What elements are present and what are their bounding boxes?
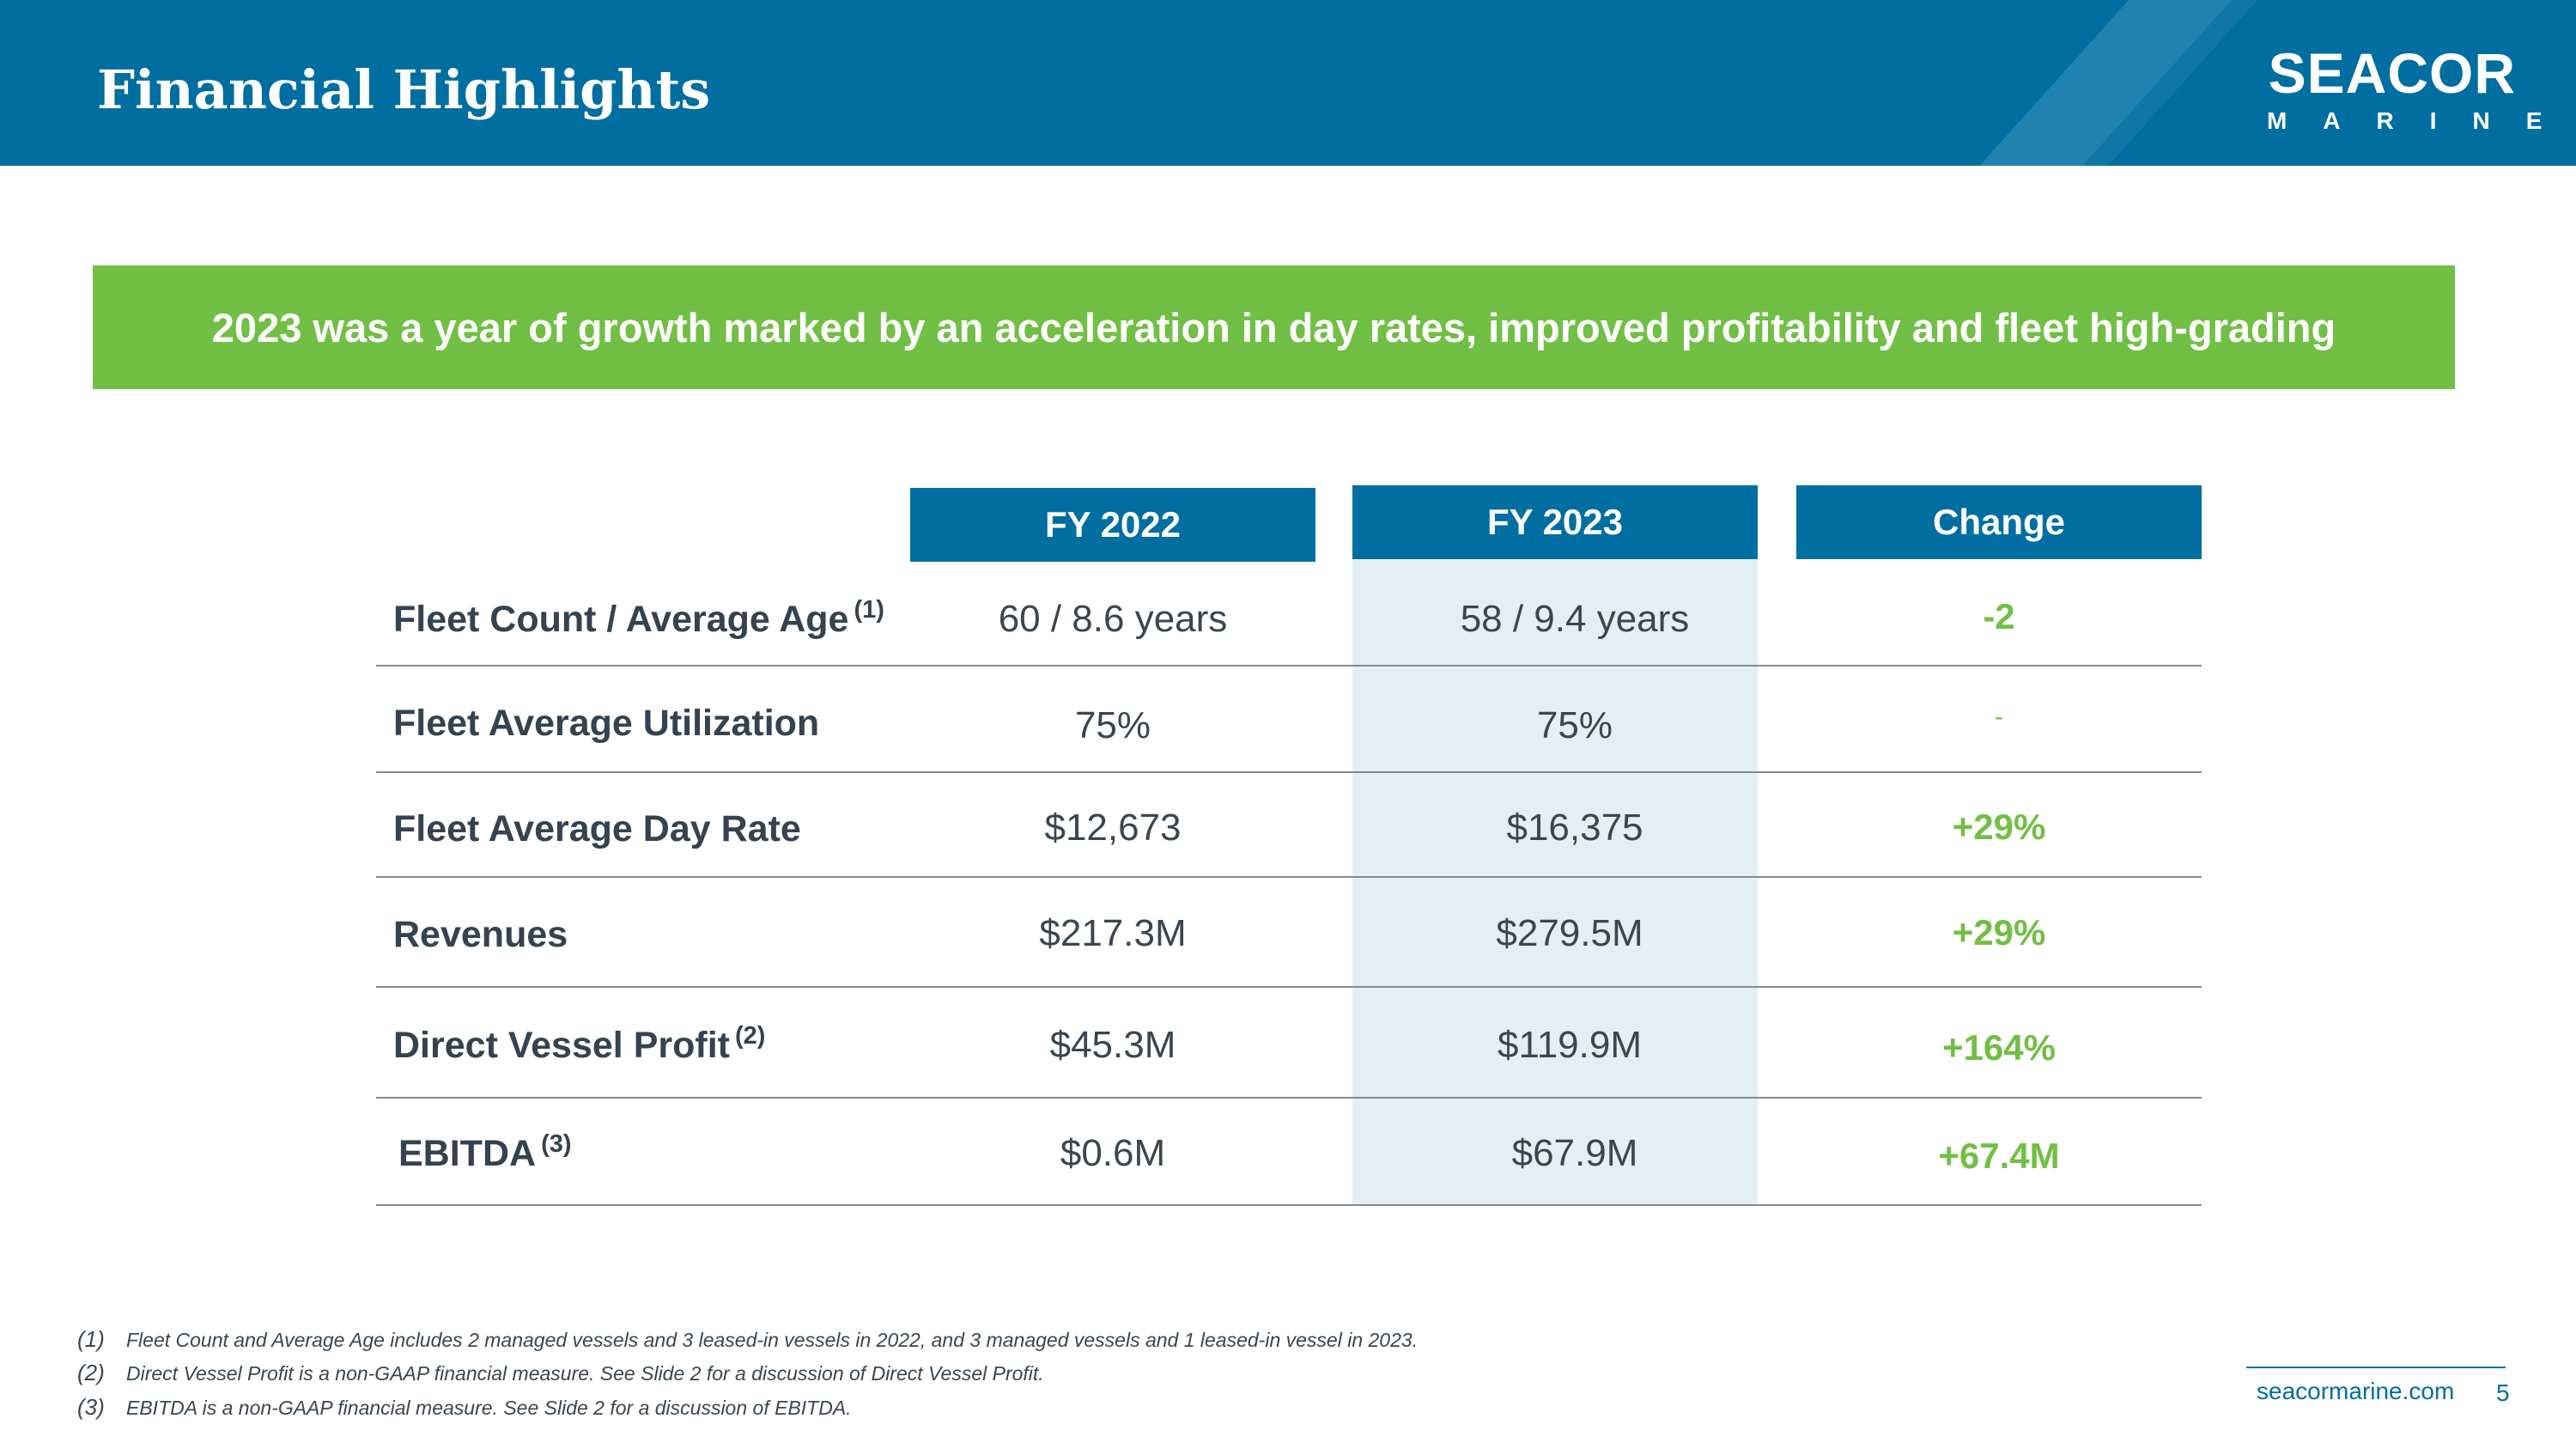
fy2023-value: $119.9M (1498, 1024, 1642, 1066)
row-divider (376, 771, 2202, 773)
row-divider (376, 986, 2202, 988)
fy2023-value: $67.9M (1511, 1132, 1638, 1174)
row-label: Fleet Average Utilization (393, 703, 820, 744)
column-header-fy2022: FY 2022 (910, 488, 1315, 562)
fy2022-value: 60 / 8.6 years (998, 598, 1228, 640)
column-header-fy2023: FY 2023 (1352, 485, 1758, 559)
fy2022-value: $45.3M (1049, 1024, 1176, 1066)
footnote: (2) Direct Vessel Profit is a non-GAAP fi… (77, 1360, 1044, 1386)
footnote-ref: (2) (734, 1022, 766, 1050)
row-divider (376, 876, 2202, 878)
fy2023-value: 58 / 9.4 years (1460, 598, 1690, 640)
header-bar: Financial Highlights SEACOR MARINE (0, 0, 2576, 166)
footnote: (1) Fleet Count and Average Age includes … (77, 1326, 1418, 1353)
fy2023-value: 75% (1536, 704, 1613, 746)
column-header-change: Change (1796, 485, 2202, 559)
footer-rule (2246, 1367, 2506, 1368)
footnote-text: EBITDA is a non-GAAP financial measure. … (126, 1397, 852, 1419)
logo-subtitle: MARINE (2267, 107, 2576, 134)
summary-banner: 2023 was a year of growth marked by an a… (93, 265, 2455, 389)
change-value: -2 (1983, 596, 2015, 636)
column-header-label: Change (1932, 502, 2065, 542)
column-header-label: FY 2023 (1486, 502, 1623, 542)
logo-wordmark: SEACOR (2268, 41, 2516, 105)
fy2022-value: $0.6M (1060, 1132, 1166, 1174)
footnote-text: Fleet Count and Average Age includes 2 m… (126, 1329, 1419, 1351)
seacor-marine-logo: SEACOR MARINE (2267, 41, 2542, 136)
change-value: +29% (1952, 807, 2046, 847)
page-number: 5 (2496, 1379, 2510, 1406)
row-divider (376, 1097, 2202, 1099)
row-label: Revenues (393, 914, 568, 955)
website-link[interactable]: seacormarine.com (2257, 1378, 2455, 1404)
row-label: Fleet Average Day Rate (393, 808, 801, 849)
row-label: Fleet Count / Average Age (1) (393, 596, 884, 640)
change-value: +164% (1942, 1027, 2056, 1068)
page-title: Financial Highlights (97, 58, 711, 121)
row-label: EBITDA (3) (398, 1130, 572, 1174)
fy2022-value: 75% (1074, 704, 1151, 746)
fy2022-value: $217.3M (1039, 912, 1187, 954)
footnote-ref: (3) (541, 1130, 572, 1158)
row-label: Direct Vessel Profit (2) (393, 1022, 766, 1066)
footnote-ref: (1) (854, 596, 884, 624)
column-header-label: FY 2022 (1044, 504, 1181, 545)
fy2023-highlight-band (1352, 559, 1758, 1205)
footnote-number: (2) (77, 1360, 105, 1385)
footnote-text: Direct Vessel Profit is a non-GAAP finan… (126, 1362, 1044, 1385)
row-divider (376, 665, 2202, 667)
footnote: (3) EBITDA is a non-GAAP financial measur… (77, 1394, 852, 1421)
fy2023-value: $16,375 (1506, 807, 1643, 849)
fy2023-value: $279.5M (1496, 912, 1643, 954)
header-stripe (1942, 0, 2248, 166)
footnote-number: (3) (77, 1394, 105, 1420)
change-value: +29% (1952, 912, 2046, 953)
footnote-number: (1) (77, 1326, 105, 1352)
change-value: - (1995, 703, 2003, 731)
summary-banner-text: 2023 was a year of growth marked by an a… (211, 304, 2336, 350)
change-value: +67.4M (1938, 1135, 2060, 1176)
row-divider (376, 1204, 2202, 1206)
fy2022-value: $12,673 (1044, 807, 1182, 849)
